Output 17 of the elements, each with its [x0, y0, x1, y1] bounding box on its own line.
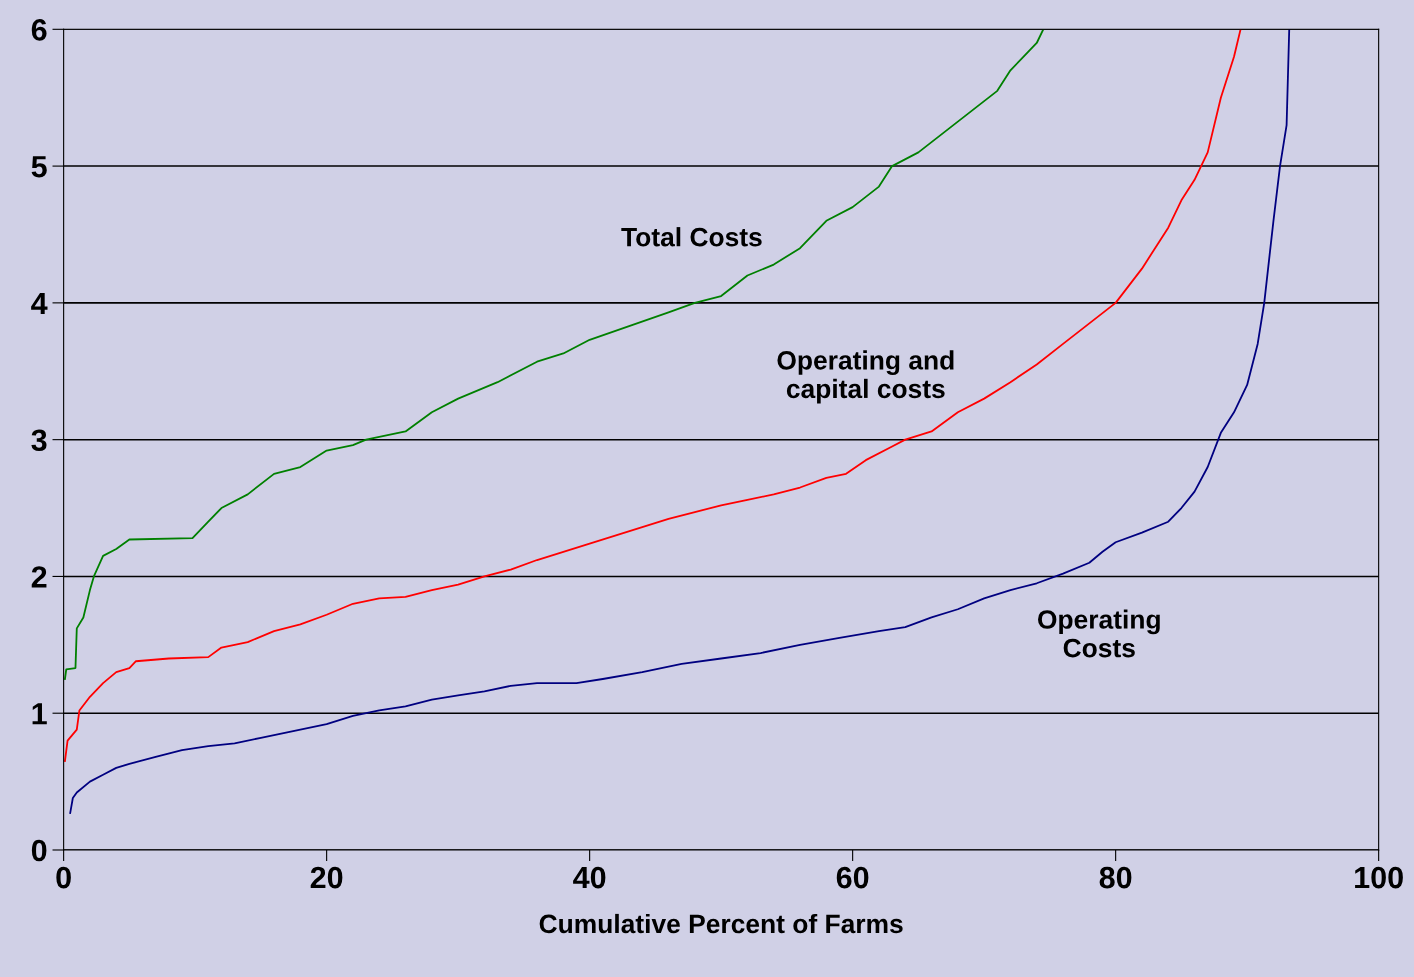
x-tick-label: 40 [573, 866, 606, 889]
y-tick-label: 4 [31, 292, 48, 314]
x-tick-label: 100 [1355, 866, 1403, 889]
x-tick-label: 20 [310, 866, 343, 889]
x-axis-title: Cumulative Percent of Farms [539, 913, 903, 934]
series-label: Operating and capital costs [777, 350, 954, 404]
y-tick-label: 6 [31, 19, 47, 41]
y-tick-label: 2 [31, 566, 47, 588]
x-tick-label: 60 [836, 866, 869, 889]
y-tick-label: 3 [31, 429, 47, 452]
y-tick-label: 0 [31, 839, 47, 862]
series-label: Total Costs [621, 227, 762, 247]
x-tick-label: 80 [1099, 866, 1132, 889]
series-label: Operating Costs [1038, 609, 1160, 658]
y-tick-label: 1 [32, 703, 47, 725]
x-tick-label: 0 [56, 866, 71, 889]
y-tick-label: 5 [31, 156, 47, 178]
